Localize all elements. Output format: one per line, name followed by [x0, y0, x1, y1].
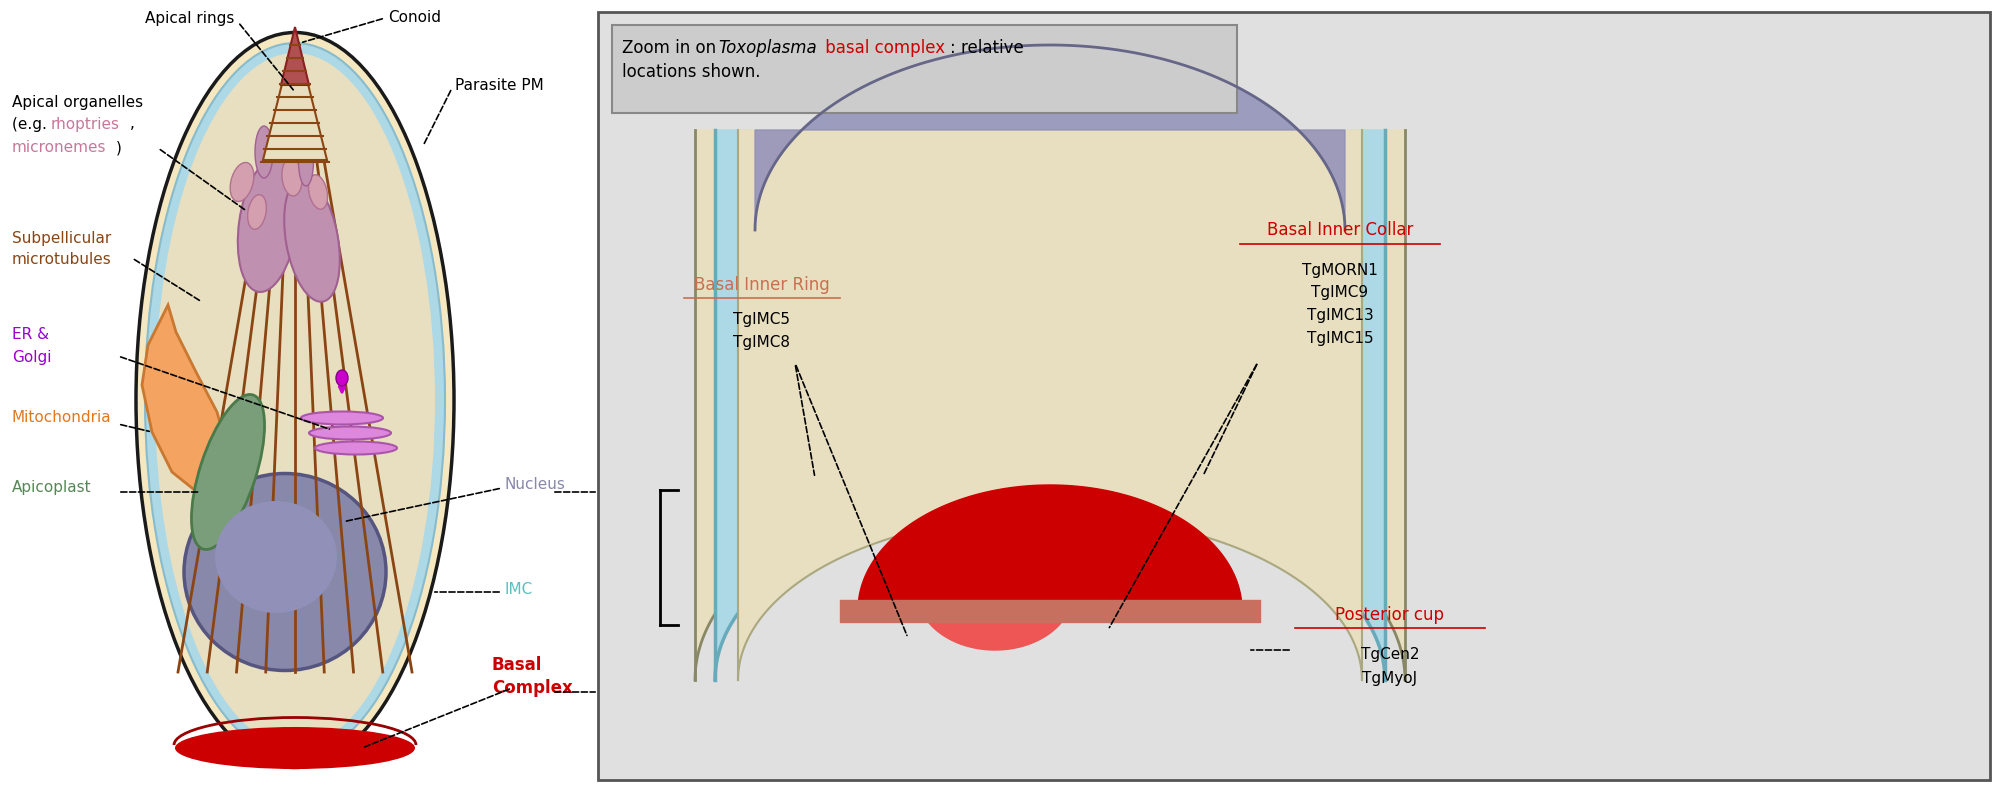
Ellipse shape: [215, 501, 337, 613]
Text: locations shown.: locations shown.: [622, 63, 761, 81]
Ellipse shape: [281, 158, 301, 196]
Text: ER &: ER &: [12, 327, 48, 342]
Polygon shape: [694, 130, 1405, 680]
Polygon shape: [714, 130, 1385, 680]
Text: Basal Inner Ring: Basal Inner Ring: [694, 276, 829, 294]
Text: Complex: Complex: [492, 679, 572, 697]
Ellipse shape: [301, 411, 383, 425]
Text: Zoom in on: Zoom in on: [622, 39, 721, 57]
Text: Parasite PM: Parasite PM: [456, 79, 544, 94]
Ellipse shape: [237, 158, 299, 292]
Text: Conoid: Conoid: [387, 10, 442, 25]
Text: IMC: IMC: [504, 581, 534, 596]
Text: TgIMC13: TgIMC13: [1307, 309, 1373, 323]
Polygon shape: [263, 32, 327, 160]
Text: TgIMC5: TgIMC5: [733, 313, 791, 327]
Text: ,: ,: [130, 117, 134, 132]
Text: Golgi: Golgi: [12, 350, 52, 365]
Text: basal complex: basal complex: [819, 39, 945, 57]
Text: Nucleus: Nucleus: [504, 477, 566, 492]
Text: (e.g.: (e.g.: [12, 117, 52, 132]
Ellipse shape: [315, 441, 397, 454]
Ellipse shape: [335, 370, 347, 386]
Text: TgMyoJ: TgMyoJ: [1363, 670, 1417, 685]
Text: Posterior cup: Posterior cup: [1335, 606, 1443, 624]
Text: Apicoplast: Apicoplast: [12, 480, 92, 495]
Text: Apical organelles: Apical organelles: [12, 94, 142, 110]
Text: TgIMC8: TgIMC8: [733, 336, 791, 350]
Ellipse shape: [309, 175, 327, 210]
Ellipse shape: [136, 34, 452, 766]
Text: : relative: : relative: [949, 39, 1024, 57]
Ellipse shape: [145, 43, 446, 757]
Ellipse shape: [185, 473, 385, 670]
Ellipse shape: [299, 138, 313, 186]
Text: micronemes: micronemes: [12, 141, 106, 156]
Ellipse shape: [191, 395, 265, 549]
Polygon shape: [739, 130, 1361, 680]
Ellipse shape: [247, 195, 267, 229]
Bar: [612, 25, 1236, 113]
Text: Apical rings: Apical rings: [145, 10, 235, 25]
Polygon shape: [142, 305, 229, 492]
Polygon shape: [857, 485, 1242, 610]
Text: TgIMC15: TgIMC15: [1307, 332, 1373, 346]
Ellipse shape: [255, 126, 273, 178]
Text: rhoptries: rhoptries: [50, 117, 120, 132]
Ellipse shape: [175, 727, 415, 769]
Polygon shape: [281, 27, 309, 85]
Text: Subpellicular: Subpellicular: [12, 230, 110, 245]
Polygon shape: [925, 619, 1064, 650]
Text: Mitochondria: Mitochondria: [12, 410, 112, 426]
Ellipse shape: [309, 426, 391, 440]
Text: ): ): [116, 141, 122, 156]
Text: Basal Inner Collar: Basal Inner Collar: [1266, 221, 1413, 239]
Text: Toxoplasma: Toxoplasma: [719, 39, 817, 57]
Polygon shape: [755, 45, 1345, 230]
Text: TgMORN1: TgMORN1: [1301, 263, 1377, 277]
Text: microtubules: microtubules: [12, 252, 112, 268]
Text: Basal: Basal: [492, 656, 542, 674]
Ellipse shape: [155, 53, 436, 747]
Ellipse shape: [231, 163, 253, 202]
Text: TgCen2: TgCen2: [1361, 647, 1419, 662]
Text: TgIMC9: TgIMC9: [1311, 286, 1369, 300]
Ellipse shape: [285, 179, 339, 302]
Bar: [598, 12, 1989, 780]
